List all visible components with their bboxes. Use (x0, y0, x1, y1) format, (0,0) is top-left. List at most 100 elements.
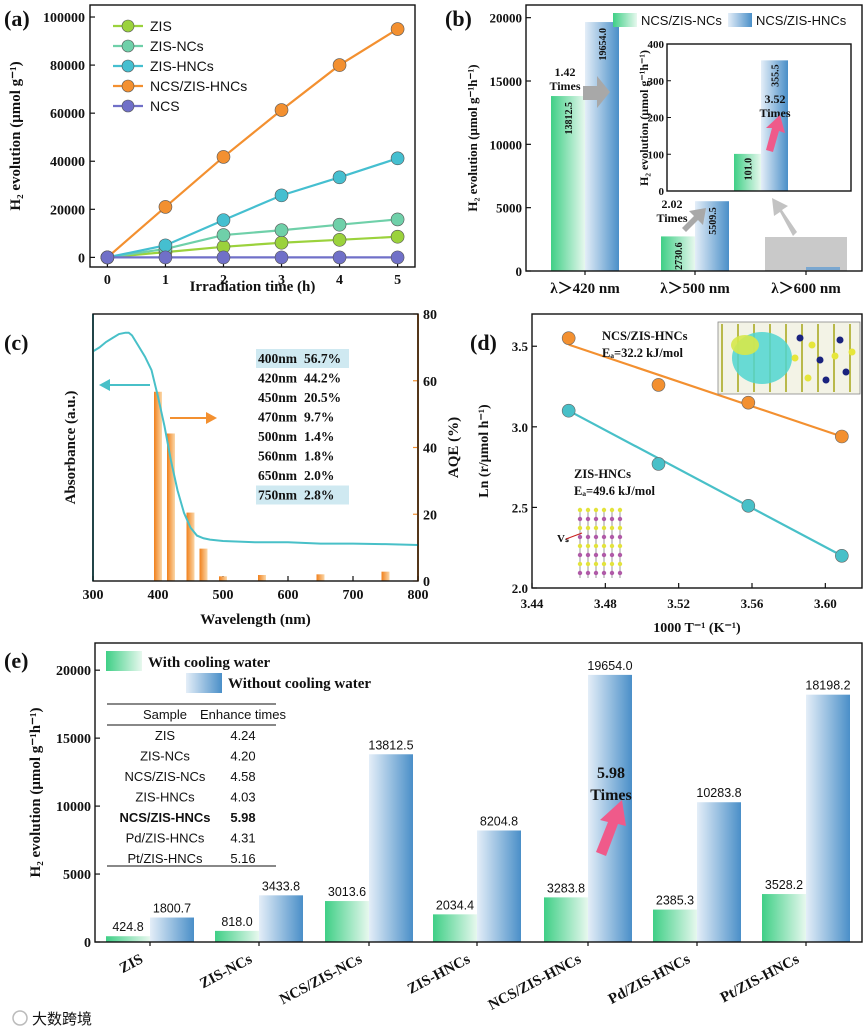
atom (577, 543, 583, 549)
annotation-text: 1.42 (555, 65, 576, 79)
data-point (158, 200, 173, 214)
x-tick-label: NCS/ZIS-HNCs (486, 951, 584, 1013)
data-point (332, 250, 347, 265)
atom (617, 534, 623, 540)
x-tick-label: NCS/ZIS-NCs (277, 951, 365, 1008)
y-tick-label: 300 (648, 76, 665, 88)
atom (585, 534, 591, 540)
atom (617, 570, 623, 576)
panel-c: 300 400 500 600 700 8000 20 40 60 80 400nm 56.7% 420… (4, 308, 462, 628)
atom (848, 348, 856, 356)
atom (585, 516, 591, 522)
x-axis-title: Irradiation time (h) (190, 279, 316, 295)
atom (593, 552, 599, 558)
bar (369, 754, 413, 942)
data-point (216, 250, 231, 265)
atom (577, 570, 583, 576)
atom (609, 561, 615, 567)
panel-a: 0 1 2 3 4 5 0 20000 40000 60000 80000 100000 ZIS ZIS-… (4, 6, 405, 295)
legend-swatch (613, 13, 637, 27)
data-point (274, 103, 289, 117)
panel-e-frame (94, 642, 863, 943)
aqe-bar (154, 391, 162, 581)
bar-value-label: 18198.2 (805, 679, 850, 693)
y-tick-label: 20000 (56, 664, 91, 679)
bar (477, 830, 521, 942)
legend-label: NCS (150, 98, 180, 114)
aqe-wavelength: 400nm (258, 351, 298, 366)
table-cell: NCS/ZIS-HNCs (119, 810, 210, 825)
panel-b-frame (525, 4, 863, 272)
legend-label: ZIS (150, 18, 172, 34)
arrow (682, 208, 706, 232)
y-tick-label: 0 (659, 186, 665, 198)
table-cell: NCS/ZIS-NCs (125, 769, 206, 784)
atom (601, 507, 607, 513)
table-cell: 4.24 (230, 728, 255, 743)
x-tick-label: 300 (83, 588, 104, 603)
atom (791, 354, 799, 362)
bar (259, 895, 303, 942)
bar-value-label: 3528.2 (765, 878, 803, 892)
data-point (390, 229, 405, 244)
data-point (332, 170, 347, 185)
data-point (741, 395, 756, 410)
aqe-bar (219, 576, 227, 581)
atom (577, 561, 583, 567)
vacancy-pointer (565, 532, 583, 540)
y-tick-label: 20 (423, 508, 437, 523)
data-point (274, 235, 289, 250)
x-tick-label: λ＞420 nm (550, 281, 620, 297)
atom (822, 376, 830, 384)
data-point (651, 457, 666, 471)
aqe-bar (316, 574, 325, 581)
bar-value-label: 10283.8 (696, 786, 741, 800)
y-axis-title-left: Absorbance (a.u.) (63, 391, 79, 505)
atom (577, 516, 583, 522)
atom (577, 534, 583, 540)
series-line (107, 235, 398, 259)
y-tick-label: 15000 (56, 732, 91, 747)
arrow-head (206, 412, 217, 424)
panel-b: 0 5000 10000 15000 20000 λ＞420 nm 13812.5 19654… (445, 6, 847, 297)
x-tick-label: 500 (213, 588, 234, 603)
legend-marker (121, 59, 135, 73)
legend-label: ZIS-HNCs (150, 58, 214, 74)
bar-value-label: 2730.6 (674, 242, 685, 270)
arrow (772, 198, 797, 236)
absorbance-curve (92, 331, 419, 546)
charge-density (731, 335, 759, 355)
y-tick-label: 60 (423, 375, 437, 390)
y-tick-label: 10000 (490, 137, 523, 152)
y-tick-label: 100 (648, 149, 665, 161)
atom (593, 534, 599, 540)
fit-line (568, 409, 843, 557)
bar (697, 802, 741, 942)
y-tick-label: 400 (648, 39, 665, 51)
atom (609, 516, 615, 522)
aqe-bar (199, 548, 208, 581)
y-tick-label: 0 (84, 936, 91, 951)
x-tick-label: 1 (162, 273, 169, 288)
atom (617, 516, 623, 522)
series-line (106, 28, 399, 259)
x-tick-label: 2 (220, 273, 227, 288)
bar (806, 267, 840, 270)
atom (601, 543, 607, 549)
y-axis-title: H₂ evolution (μmol g⁻¹h⁻¹) (465, 64, 480, 211)
bar (588, 674, 632, 942)
y-tick-label: 0 (516, 264, 523, 279)
series-line (107, 157, 398, 259)
table-cell: Pt/ZIS-HNCs (127, 851, 203, 866)
table-cell: Pd/ZIS-HNCs (126, 831, 205, 846)
watermark-icon (12, 1010, 28, 1026)
atom (585, 570, 591, 576)
y-tick-label: 5000 (63, 868, 91, 883)
atom (617, 561, 623, 567)
x-tick-label: λ＞600 nm (771, 281, 841, 297)
x-tick-label: Pd/ZIS-HNCs (606, 951, 693, 1007)
y-tick-label: 40000 (50, 155, 85, 170)
bar-value-label: 13812.5 (368, 738, 413, 752)
data-point (216, 228, 231, 242)
